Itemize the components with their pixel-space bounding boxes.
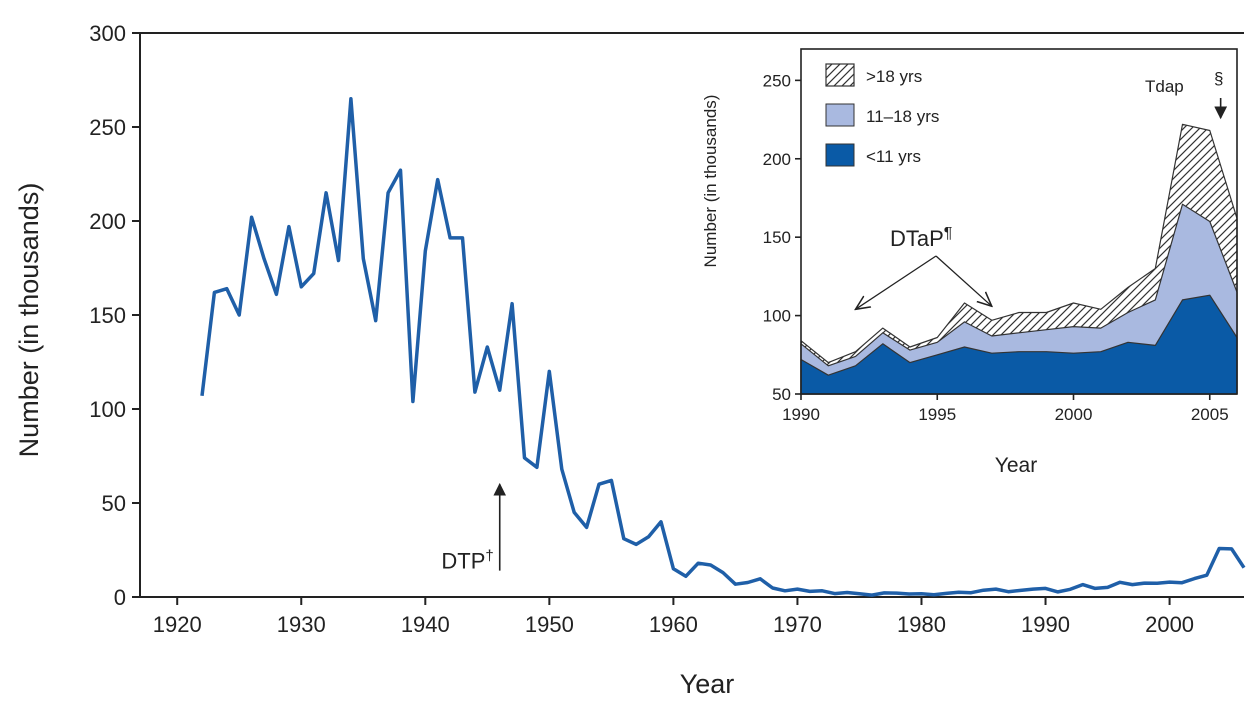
inset-chart: 50 100 150 200 250 1990 1995 2000 2005 Number (… [701, 48, 1238, 477]
legend-label-over-18: >18 yrs [866, 67, 922, 86]
main-x-axis-title: Year [680, 669, 735, 699]
main-y-tick-label: 250 [89, 115, 126, 140]
inset-y-tick-label: 100 [763, 307, 791, 326]
inset-x-tick-label: 2005 [1191, 405, 1229, 424]
main-x-tick-label: 1990 [1021, 612, 1070, 637]
dtp-annotation: DTP† [441, 482, 507, 574]
legend-label-11-18: 11–18 yrs [866, 107, 939, 126]
inset-y-tick-label: 150 [763, 228, 791, 247]
dtp-label-text: DTP [441, 549, 485, 574]
main-y-tick-label: 0 [114, 585, 126, 610]
main-y-tick-label: 50 [102, 491, 126, 516]
dtp-label: DTP† [441, 547, 493, 574]
inset-y-ticks: 50 100 150 200 250 [763, 71, 801, 404]
inset-y-tick-label: 50 [772, 385, 791, 404]
main-series-line [200, 97, 1246, 597]
inset-y-tick-label: 200 [763, 150, 791, 169]
dtap-pilcrow: ¶ [944, 225, 953, 242]
inset-x-tick-label: 2000 [1055, 405, 1093, 424]
inset-area-layer [800, 123, 1238, 395]
legend-swatch-over-18 [825, 63, 855, 87]
inset-x-tick-label: 1995 [918, 405, 956, 424]
main-y-tick-label: 100 [89, 397, 126, 422]
dtap-arrow-1 [856, 255, 937, 309]
dtap-label: DTaP¶ [890, 225, 952, 252]
dtap-label-text: DTaP [890, 226, 944, 251]
main-y-axis-title: Number (in thousands) [14, 183, 44, 458]
inset-legend: >18 yrs 11–18 yrs <11 yrs [825, 63, 939, 167]
dtap-annotation: DTaP¶ [856, 225, 992, 310]
main-x-tick-label: 2000 [1145, 612, 1194, 637]
dtp-dagger: † [485, 547, 493, 564]
tdap-section-mark: § [1214, 69, 1223, 88]
inset-area-under-11 [800, 294, 1238, 395]
legend-item-over-18: >18 yrs [825, 63, 922, 87]
main-x-tick-label: 1930 [277, 612, 326, 637]
main-y-tick-label: 300 [89, 21, 126, 46]
dtap-arrow-2 [935, 255, 992, 306]
main-series-layer [200, 97, 1246, 597]
legend-item-11-18: 11–18 yrs [825, 103, 939, 127]
main-y-tick-label: 200 [89, 209, 126, 234]
main-x-tick-label: 1960 [649, 612, 698, 637]
legend-label-under-11: <11 yrs [866, 147, 921, 166]
main-x-tick-label: 1980 [897, 612, 946, 637]
main-x-tick-label: 1940 [401, 612, 450, 637]
inset-x-ticks: 1990 1995 2000 2005 [782, 394, 1229, 424]
main-y-tick-label: 150 [89, 303, 126, 328]
inset-plot-frame [800, 48, 1238, 395]
legend-swatch-under-11 [825, 143, 855, 167]
main-y-ticks: 0 50 100 150 200 250 300 [89, 21, 140, 610]
main-x-tick-label: 1970 [773, 612, 822, 637]
inset-x-axis-title: Year [995, 454, 1037, 477]
inset-y-axis-title: Number (in thousands) [701, 95, 720, 268]
inset-x-tick-label: 1990 [782, 405, 820, 424]
main-x-tick-label: 1920 [153, 612, 202, 637]
inset-y-tick-label: 250 [763, 71, 791, 90]
tdap-annotation: Tdap § [1145, 69, 1228, 120]
main-x-ticks: 1920 1930 1940 1950 1960 1970 1980 1990 2000 [153, 597, 1194, 637]
tdap-label: Tdap [1145, 77, 1184, 96]
main-x-tick-label: 1950 [525, 612, 574, 637]
legend-swatch-11-18 [825, 103, 855, 127]
legend-item-under-11: <11 yrs [825, 143, 921, 167]
